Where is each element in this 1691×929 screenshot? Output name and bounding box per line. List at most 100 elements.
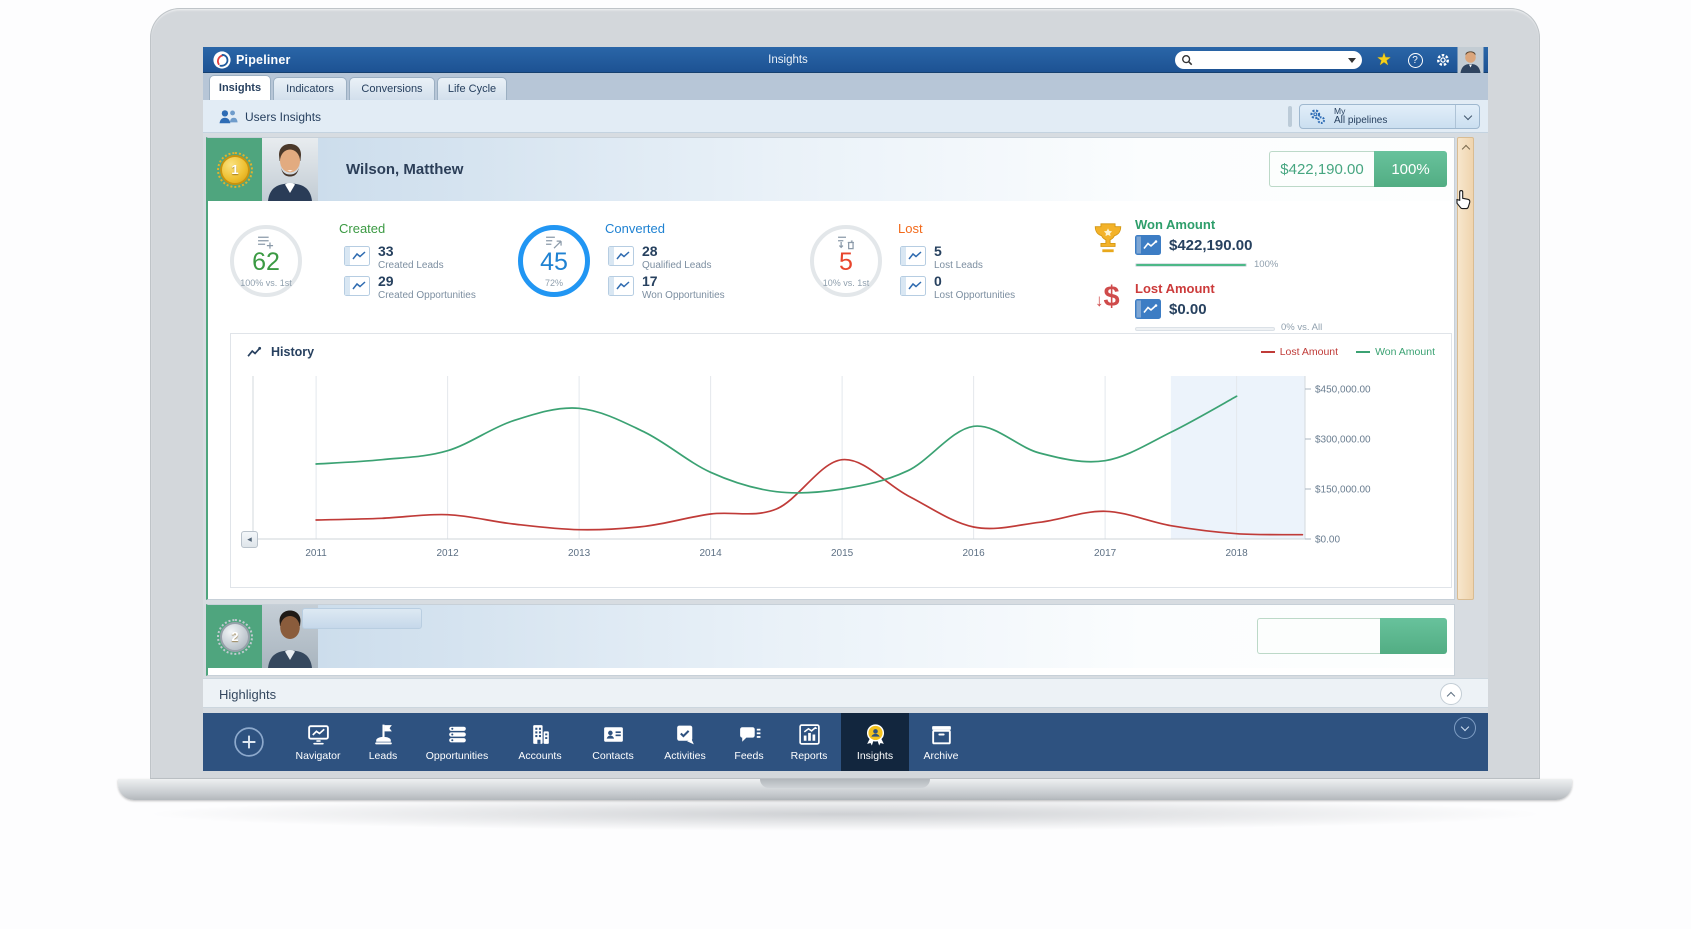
laptop-trackpad-notch [760,779,930,788]
converted-value: 45 [540,247,568,276]
series-lost-amount [315,458,1304,536]
lost-leads-value: 5 [934,243,942,259]
favorites-star-icon[interactable]: ★ [1376,50,1392,69]
nav-item-opportunities[interactable]: Opportunities [411,713,503,771]
nav-item-feeds[interactable]: Feeds [721,713,777,771]
help-icon[interactable]: ? [1402,47,1428,73]
user-card-header[interactable]: 1 [208,138,1454,201]
created-title: Created [339,221,386,236]
rank-1-medal-icon: 1 [217,151,253,188]
mini-chart-icon[interactable] [608,276,634,296]
nav-label: Archive [923,750,959,762]
user-card-2-header[interactable]: 2 [208,605,1454,668]
nav-item-navigator[interactable]: Navigator [281,713,355,771]
won-amount-value: $422,190.00 [1169,236,1253,254]
global-search[interactable] [1175,51,1362,69]
pipeline-filter-scope: My [1334,105,1346,116]
mini-chart-icon[interactable] [900,246,926,266]
lost-subvalue: 10% vs. 1st [822,277,870,288]
converted-icon [546,236,562,249]
tab-insights[interactable]: Insights [209,75,271,100]
rank-strip: 1 [208,138,262,201]
converted-subvalue: 72% [544,277,563,288]
nav-item-leads[interactable]: Leads [355,713,411,771]
nav-item-archive[interactable]: Archive [909,713,973,771]
tab-indicators[interactable]: Indicators [273,77,347,100]
rank-2-medal-icon: 2 [217,618,253,655]
nav-item-contacts[interactable]: Contacts [577,713,649,771]
won-progress-label: 100% [1254,259,1279,270]
svg-text:$450,000.00: $450,000.00 [1315,385,1371,396]
lost-progress-label: 0% vs. All [1281,322,1323,333]
created-leads-value: 33 [378,243,394,259]
user-avatar[interactable] [1457,47,1484,73]
nav-item-activities[interactable]: Activities [649,713,721,771]
bottom-navigation: Navigator Leads Opportunities [203,713,1488,771]
lost-icon [838,236,854,249]
nav-label: Leads [368,750,398,762]
leaderboard-list: 1 [203,133,1488,678]
user-total-group: $422,190.00 100% [1269,151,1447,187]
collapse-chevron-up-icon [1461,144,1470,154]
history-panel: History Lost Amount Won Amount 2011 201 [230,333,1452,588]
legend-lost-amount[interactable]: Lost Amount [1260,346,1338,358]
card-2-scroll-indicator [302,608,422,629]
svg-text:2017: 2017 [1094,548,1117,559]
opportunities-icon [448,726,466,743]
series-won-amount [315,395,1238,494]
users-icon [219,110,238,124]
highlights-collapse-button[interactable] [1440,683,1462,705]
app-window: Pipeliner Insights ★ ? [203,47,1488,771]
created-opps-value: 29 [378,273,394,289]
nav-label: Navigator [295,750,341,762]
nav-item-accounts[interactable]: Accounts [503,713,577,771]
pipeline-dropdown-chevron[interactable] [1455,105,1479,128]
chevron-down-icon [1460,722,1470,732]
lost-chart-icon[interactable] [1135,299,1161,319]
nav-collapse-button[interactable] [1454,717,1476,739]
settings-gear-icon[interactable] [1430,47,1456,73]
laptop-frame: Pipeliner Insights ★ ? [150,8,1540,779]
won-chart-icon[interactable] [1135,235,1161,255]
nav-item-reports[interactable]: Reports [777,713,841,771]
user-photo [262,138,318,201]
qualified-leads-value: 28 [642,243,658,259]
created-opps-stat: 29 Created Opportunities [344,274,476,301]
search-input[interactable] [1193,54,1344,66]
qualified-leads-stat: 28 Qualified Leads [608,244,712,271]
pipeline-filter-value: All pipelines [1334,114,1388,126]
highlights-title: Highlights [219,687,277,702]
feeds-icon [739,727,760,742]
converted-title: Converted [605,221,665,236]
card-collapse-strip[interactable] [1457,137,1474,600]
highlights-bar[interactable]: Highlights [203,678,1488,708]
mini-chart-icon[interactable] [344,276,370,296]
insights-medal-icon [866,724,884,746]
contacts-icon [603,727,623,742]
mini-chart-icon[interactable] [344,246,370,266]
legend-won-amount[interactable]: Won Amount [1356,346,1435,358]
mini-chart-icon[interactable] [900,276,926,296]
user-insight-card: 1 [206,137,1455,600]
pipelines-gear-icon [1310,108,1326,124]
section-title: Users Insights [245,110,322,124]
won-opps-stat: 17 Won Opportunities [608,274,725,301]
top-bar: Pipeliner Insights ★ ? [203,47,1488,73]
reports-icon [798,724,820,745]
nav-item-insights[interactable]: Insights [841,713,909,771]
lost-amount-value: $0.00 [1169,300,1207,318]
user-name: Wilson, Matthew [346,161,464,178]
chart-scroll-left-button[interactable]: ◂ [241,531,258,548]
svg-text:2011: 2011 [305,548,327,559]
tab-conversions[interactable]: Conversions [349,77,435,100]
mini-chart-icon[interactable] [608,246,634,266]
mouse-cursor [1456,190,1471,210]
pipeline-filter-dropdown[interactable]: My All pipelines [1299,104,1480,129]
total-amount-value: $422,190.00 [1269,151,1374,187]
tab-life-cycle[interactable]: Life Cycle [437,77,507,100]
add-button[interactable] [233,726,265,758]
svg-text:2014: 2014 [699,548,722,559]
toolbar-divider [1288,106,1292,127]
search-dropdown-caret[interactable] [1348,57,1356,63]
